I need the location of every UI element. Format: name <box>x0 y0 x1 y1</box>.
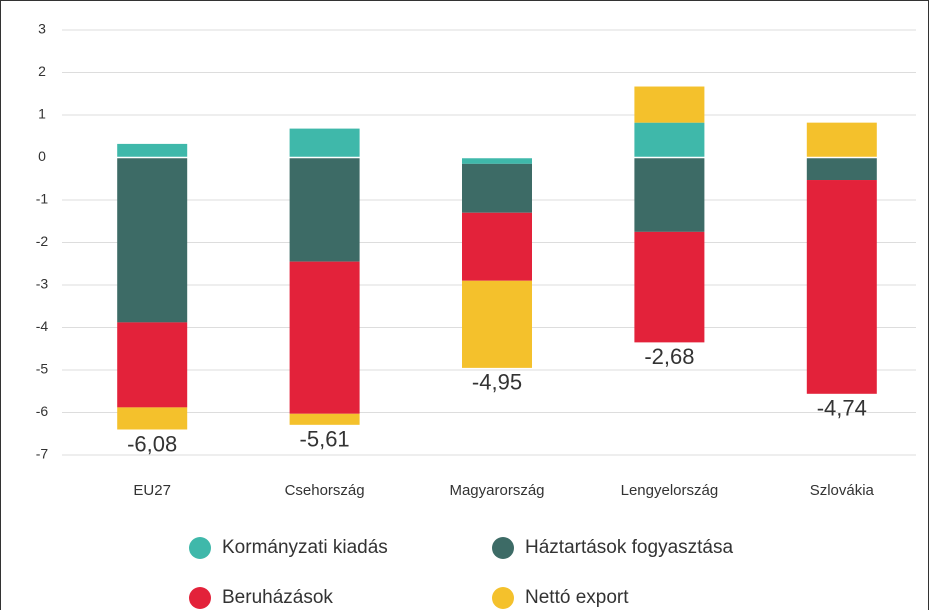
bar-segment <box>634 231 705 343</box>
y-tick-label: 2 <box>38 63 46 79</box>
y-tick-label: -4 <box>36 318 49 334</box>
x-tick-label: Csehország <box>285 482 365 499</box>
bar-segment <box>289 261 360 414</box>
legend-marker <box>492 587 514 609</box>
legend-marker <box>189 587 211 609</box>
legend-label: Nettó export <box>525 587 629 608</box>
y-tick-label: -5 <box>36 361 49 377</box>
y-tick-label: -6 <box>36 403 49 419</box>
y-tick-label: -2 <box>36 233 49 249</box>
bar-segment <box>634 86 705 123</box>
bar-segment <box>462 157 532 164</box>
bar-segment <box>289 157 360 262</box>
bar-segment <box>289 128 360 158</box>
x-tick-label: Magyarország <box>449 482 544 499</box>
bar-segment <box>806 157 877 181</box>
y-tick-label: 0 <box>38 148 46 164</box>
y-tick-label: -7 <box>36 446 49 462</box>
bar-segment <box>117 322 188 408</box>
total-label: -4,74 <box>817 396 867 421</box>
bar-segment <box>634 157 705 232</box>
legend-label: Háztartások fogyasztása <box>525 537 733 558</box>
y-tick-label: -3 <box>36 276 49 292</box>
legend-marker <box>492 537 514 559</box>
x-tick-label: EU27 <box>133 482 171 499</box>
bar-segment <box>634 122 705 158</box>
legend-label: Beruházások <box>222 587 333 608</box>
y-tick-label: 3 <box>38 21 46 37</box>
bar-segment <box>462 163 532 213</box>
legend-marker <box>189 537 211 559</box>
bar-segment <box>806 180 877 394</box>
total-label: -2,68 <box>644 344 694 369</box>
bar-segment <box>462 212 532 281</box>
legend-label: Kormányzati kiadás <box>222 537 388 558</box>
bar-segment <box>117 143 188 158</box>
bar-segment <box>462 280 532 368</box>
total-label: -4,95 <box>472 370 522 395</box>
bar-segment <box>117 157 188 323</box>
x-tick-label: Lengyelország <box>621 482 719 499</box>
total-label: -5,61 <box>300 427 350 452</box>
total-label: -6,08 <box>127 431 177 456</box>
bar-segment <box>289 413 360 425</box>
y-tick-label: -1 <box>36 191 49 207</box>
bar-segment <box>117 407 188 430</box>
x-tick-label: Szlovákia <box>810 482 875 499</box>
y-tick-label: 1 <box>38 106 46 122</box>
bar-segment <box>806 122 877 158</box>
